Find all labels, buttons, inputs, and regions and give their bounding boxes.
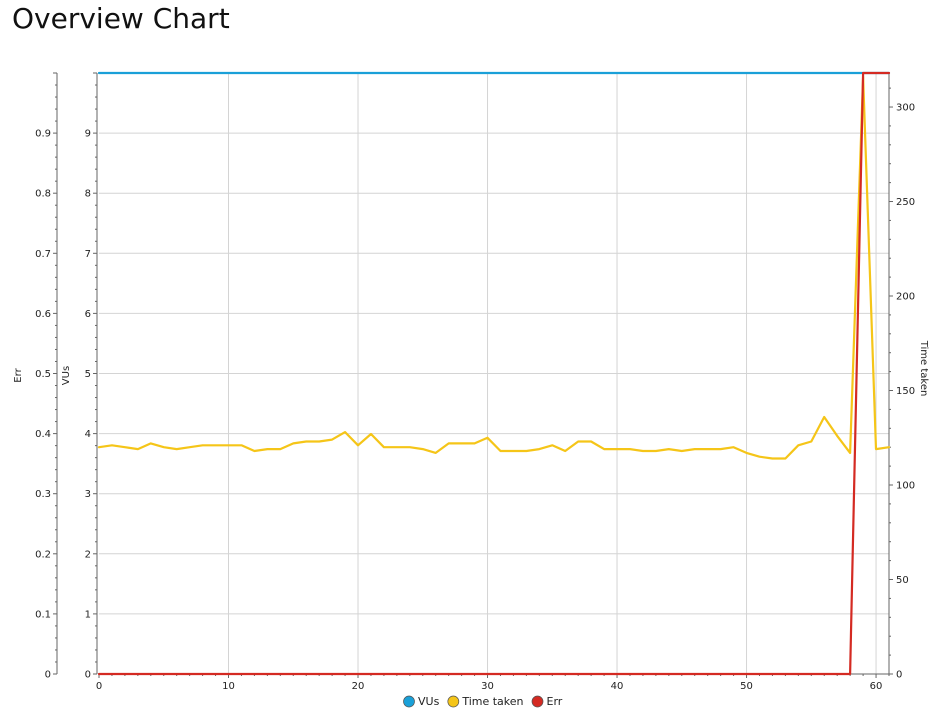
time-tick-label: 250 — [896, 197, 915, 208]
time-axis-label: Time taken — [918, 340, 929, 397]
legend-swatch-vus — [403, 695, 415, 708]
x-tick-label: 20 — [352, 681, 365, 692]
vus-tick-label: 7 — [85, 249, 91, 260]
time-tick-label: 150 — [896, 386, 915, 397]
err-tick-label: 0.3 — [35, 489, 51, 500]
err-tick-label: 0.6 — [35, 309, 51, 320]
chart-series — [97, 71, 891, 676]
vus-tick-label: 4 — [85, 429, 91, 440]
err-tick-label: 0.9 — [35, 129, 51, 140]
legend-item-time-taken[interactable]: Time taken — [447, 695, 524, 708]
vus-tick-label: 1 — [85, 609, 91, 620]
x-tick-label: 50 — [740, 681, 753, 692]
page-title: Overview Chart — [12, 2, 230, 35]
time-tick-label: 50 — [896, 575, 909, 586]
err-axis-label: Err — [13, 367, 24, 382]
err-tick-label: 0.5 — [35, 369, 51, 380]
err-tick-label: 0.4 — [35, 429, 51, 440]
vus-tick-label: 2 — [85, 549, 91, 560]
vus-tick-label: 3 — [85, 489, 91, 500]
err-tick-label: 0.7 — [35, 249, 51, 260]
legend-swatch-err — [531, 695, 544, 708]
vus-tick-label: 5 — [85, 369, 91, 380]
vus-tick-label: 0 — [85, 670, 91, 681]
legend-item-vus[interactable]: VUs — [403, 695, 440, 708]
x-tick-label: 10 — [222, 681, 235, 692]
vus-axis-label: VUs — [61, 366, 72, 385]
legend-label-vus: VUs — [418, 695, 440, 708]
time-tick-label: 300 — [896, 103, 915, 114]
x-tick-label: 30 — [481, 681, 494, 692]
err-tick-label: 0.1 — [35, 609, 51, 620]
legend-swatch-time-taken — [447, 695, 460, 708]
chart-axes: 0 0.1 0.2 0.3 0.4 0.5 0.6 0.7 0.8 0.9 0 1 2 3 4 5 6 7 8 9 0 5… — [13, 72, 929, 692]
time-tick-label: 100 — [896, 481, 915, 492]
series-line-err — [97, 71, 891, 676]
err-tick-label: 0 — [45, 670, 51, 681]
time-tick-label: 200 — [896, 292, 915, 303]
err-tick-label: 0.8 — [35, 189, 51, 200]
legend-label-err: Err — [547, 695, 563, 708]
x-tick-label: 0 — [96, 681, 102, 692]
legend-item-err[interactable]: Err — [531, 695, 563, 708]
vus-tick-label: 6 — [85, 309, 91, 320]
vus-tick-label: 8 — [85, 189, 91, 200]
vus-tick-label: 9 — [85, 129, 91, 140]
x-tick-label: 40 — [611, 681, 624, 692]
err-tick-label: 0.2 — [35, 549, 51, 560]
chart-legend[interactable]: VUs Time taken Err — [403, 695, 563, 708]
legend-label-time-taken: Time taken — [461, 695, 523, 708]
time-tick-label: 0 — [896, 670, 902, 681]
chart-grid — [99, 73, 889, 674]
series-line-time-taken — [97, 75, 891, 460]
x-tick-label: 60 — [870, 681, 883, 692]
